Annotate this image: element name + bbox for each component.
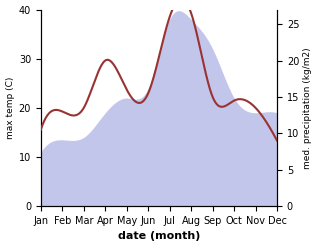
Y-axis label: med. precipitation (kg/m2): med. precipitation (kg/m2) [303, 47, 313, 169]
Y-axis label: max temp (C): max temp (C) [5, 77, 15, 139]
X-axis label: date (month): date (month) [118, 231, 200, 242]
